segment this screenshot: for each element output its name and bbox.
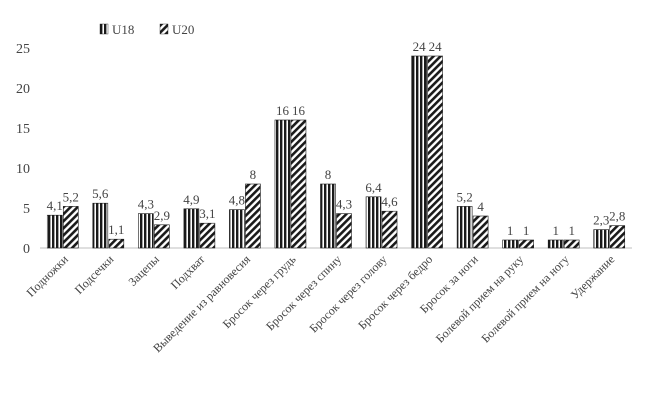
legend-label-u18: U18 (112, 22, 134, 37)
y-tick-label: 10 (16, 162, 30, 177)
data-label-u18: 8 (325, 167, 332, 182)
data-label-u18: 5,6 (92, 186, 109, 201)
data-label-u18: 1 (507, 223, 514, 238)
y-tick-label: 0 (23, 242, 30, 257)
data-label-u18: 1 (552, 223, 559, 238)
bar-u18 (593, 229, 610, 249)
bar-u18 (183, 208, 200, 249)
bar-u20 (245, 183, 261, 249)
data-label-u18: 4,9 (183, 192, 199, 207)
bar-u20 (427, 55, 443, 249)
data-label-u20: 16 (292, 103, 306, 118)
bar-u20 (472, 215, 489, 249)
bar-u18 (46, 214, 63, 249)
category-label: Удержание (568, 252, 618, 302)
data-label-u18: 4,8 (229, 193, 245, 208)
bar-u20 (336, 213, 352, 249)
data-label-u18: 4,3 (138, 197, 154, 212)
bar-u20 (563, 239, 580, 249)
bar-u18 (92, 202, 109, 249)
bar-u18 (320, 183, 336, 249)
data-label-u20: 3,1 (199, 206, 215, 221)
data-label-u20: 2,8 (609, 209, 625, 224)
data-label-u18: 5,2 (456, 189, 472, 204)
category-label: Болевой прием на ногу (479, 252, 572, 345)
bar-u20 (108, 238, 125, 249)
bar-u20 (154, 224, 170, 249)
bar-u18 (138, 213, 154, 249)
data-label-u20: 2,9 (154, 208, 170, 223)
data-label-u20: 4 (477, 199, 484, 214)
category-label: Бросок через голову (306, 252, 389, 335)
category-label: Подхват (168, 252, 208, 292)
bars (46, 55, 626, 249)
category-label: Подножки (23, 252, 71, 300)
data-label-u20: 4,3 (336, 197, 352, 212)
legend-swatch-u20 (159, 23, 169, 35)
category-label: Подсечки (72, 252, 117, 297)
data-label-u18: 4,1 (47, 198, 63, 213)
category-label: Болевой прием на руку (433, 252, 526, 345)
data-label-u20: 1 (568, 223, 575, 238)
bar-u20 (199, 222, 216, 249)
bar-u20 (381, 210, 398, 249)
data-label-u20: 5,2 (63, 189, 79, 204)
data-label-u18: 6,4 (365, 180, 382, 195)
bar-u18 (547, 239, 564, 249)
data-label-u20: 1,1 (108, 222, 124, 237)
bar-u18 (365, 196, 382, 249)
bar-u18 (229, 209, 245, 249)
bar-u18 (274, 119, 291, 249)
bar-u18 (456, 206, 473, 249)
legend-swatch-u18 (99, 23, 109, 35)
data-label-u18: 2,3 (593, 213, 609, 228)
y-tick-label: 25 (16, 42, 30, 57)
data-label-u20: 8 (250, 167, 257, 182)
legend-label-u20: U20 (172, 22, 194, 37)
category-label: Зацепы (125, 252, 161, 288)
data-label-u20: 24 (429, 39, 443, 54)
bar-u20 (290, 119, 307, 249)
y-tick-label: 5 (23, 202, 30, 217)
data-label-u20: 1 (523, 223, 530, 238)
bar-u20 (62, 206, 79, 249)
data-label-u20: 4,6 (381, 194, 398, 209)
data-label-u18: 16 (276, 103, 290, 118)
bar-u20 (518, 239, 534, 249)
y-tick-label: 15 (16, 122, 30, 137)
bar-u18 (411, 55, 427, 249)
bar-u20 (609, 225, 626, 249)
bar-u18 (502, 239, 518, 249)
data-label-u18: 24 (413, 39, 427, 54)
y-tick-label: 20 (16, 82, 30, 97)
legend: U18 U20 (99, 22, 194, 37)
